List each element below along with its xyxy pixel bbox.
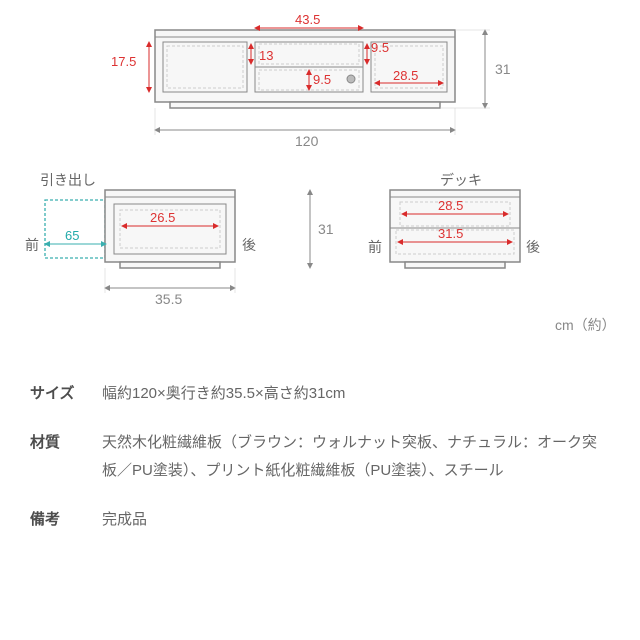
dim-right-w: 28.5	[393, 68, 418, 83]
dim-height: 31	[495, 61, 511, 77]
dim-mid-top-h: 13	[259, 48, 273, 63]
deck-back-label: 後	[526, 239, 540, 255]
front-view: 43.5 9.5 9.5 13 17.5 28.5 31 120	[111, 12, 511, 149]
dim-slot-top: 9.5	[371, 40, 389, 55]
drawer-title: 引き出し	[40, 172, 96, 188]
dim-side-height: 31	[318, 221, 334, 237]
dim-deck-lower: 31.5	[438, 226, 463, 241]
deck-view: デッキ 前 後 28.5 31.5	[368, 172, 540, 268]
dim-left-h: 17.5	[111, 54, 136, 69]
spec-size-label: サイズ	[30, 380, 102, 409]
spec-material-label: 材質	[30, 429, 102, 486]
dimension-diagram: 43.5 9.5 9.5 13 17.5 28.5 31 120 引き出し	[0, 0, 640, 360]
specs-table: サイズ 幅約120×奥行き約35.5×高さ約31cm 材質 天然木化粧繊維板（ブ…	[30, 380, 610, 554]
unit-label: cm（約）	[555, 317, 616, 333]
dim-base-w: 35.5	[155, 291, 182, 307]
deck-title: デッキ	[440, 172, 482, 188]
dim-mid-top-w: 43.5	[295, 12, 320, 27]
dim-slot-bot: 9.5	[313, 72, 331, 87]
drawer-front-label: 前	[25, 237, 39, 253]
drawer-view: 引き出し 前 後 65 26.5 35.5 31	[25, 172, 334, 307]
dim-deck-upper: 28.5	[438, 198, 463, 213]
drawer-back-label: 後	[242, 237, 256, 253]
dim-width: 120	[295, 133, 319, 149]
deck-front-label: 前	[368, 239, 382, 255]
dim-inner-w: 26.5	[150, 210, 175, 225]
spec-note-value: 完成品	[102, 506, 610, 535]
spec-size-value: 幅約120×奥行き約35.5×高さ約31cm	[102, 380, 610, 409]
spec-note-label: 備考	[30, 506, 102, 535]
dim-pull: 65	[65, 228, 79, 243]
spec-material-value: 天然木化粧繊維板（ブラウン：ウォルナット突板、ナチュラル：オーク突板／PU塗装）…	[102, 429, 610, 486]
